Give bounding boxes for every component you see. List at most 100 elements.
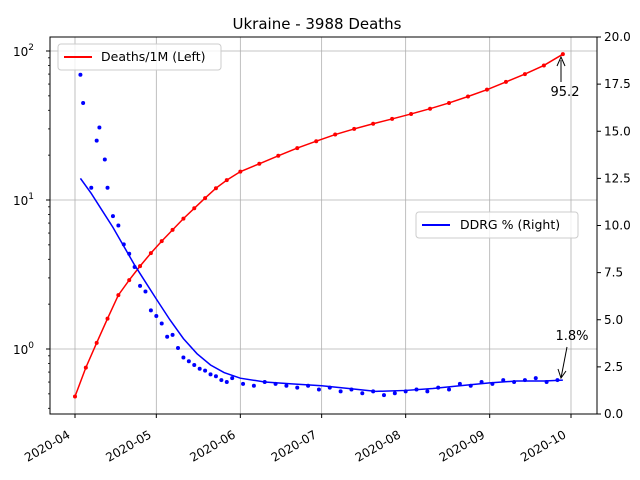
annotation-deaths: 95.2 — [551, 55, 580, 100]
ddrg-point — [447, 387, 452, 392]
ddrg-point — [306, 383, 311, 388]
deaths-point — [224, 178, 229, 183]
ddrg-point — [105, 185, 110, 190]
ddrg-point — [273, 381, 278, 386]
annotation-ddrg-label: 1.8% — [555, 329, 588, 344]
ddrg-point — [262, 379, 267, 384]
x-tick-label: 2020-08 — [353, 427, 403, 464]
deaths-point — [371, 121, 376, 126]
annotation-deaths-label: 95.2 — [551, 85, 580, 100]
y-right-tick-label: 20.0 — [604, 30, 631, 44]
ddrg-point — [316, 387, 321, 392]
ddrg-point — [544, 379, 549, 384]
x-tick-label: 2020-04 — [22, 427, 72, 464]
ddrg-point — [241, 381, 246, 386]
y-left-tick-label: 101 — [13, 192, 34, 208]
y-right-axis: 0.0 2.5 5.0 7.5 10.0 12.5 15.0 17.5 20.0 — [597, 30, 631, 421]
deaths-point — [333, 132, 338, 137]
ddrg-point — [132, 264, 137, 269]
ddrg-point — [170, 332, 175, 337]
deaths-point — [503, 79, 508, 84]
legend-left-label: Deaths/1M (Left) — [101, 49, 206, 64]
ddrg-point — [143, 289, 148, 294]
ddrg-point — [468, 383, 473, 388]
annotation-ddrg: 1.8% — [555, 329, 589, 380]
ddrg-point — [414, 387, 419, 392]
deaths-point — [466, 94, 471, 99]
ddrg-point — [479, 379, 484, 384]
ddrg-point — [159, 321, 164, 326]
y-right-tick-label: 2.5 — [604, 360, 623, 374]
ddrg-point — [230, 376, 235, 381]
deaths-point — [352, 126, 357, 131]
series-right — [78, 72, 563, 398]
deaths-point — [159, 239, 164, 244]
y-left-tick-label: 102 — [13, 43, 34, 59]
deaths-point — [409, 111, 414, 116]
deaths-point — [428, 106, 433, 111]
ddrg-point — [203, 368, 208, 373]
x-tick-label: 2020-07 — [269, 427, 319, 464]
ddrg-point — [121, 242, 126, 247]
ddrg-point — [522, 378, 527, 383]
ddrg-point — [371, 389, 376, 394]
y-right-tick-label: 0.0 — [604, 407, 623, 421]
ddrg-point — [213, 374, 218, 379]
y-right-tick-label: 5.0 — [604, 313, 623, 327]
y-left-tick-exponent: 2 — [28, 43, 34, 53]
y-left-tick-base: 10 — [13, 343, 28, 357]
ddrg-point — [208, 372, 213, 377]
y-left-tick-base: 10 — [13, 45, 28, 59]
ddrg-point — [392, 391, 397, 396]
deaths-point — [105, 316, 110, 321]
y-right-tick-label: 15.0 — [604, 124, 631, 138]
x-axis: 2020-04 2020-05 2020-06 2020-07 2020-08 2020-… — [22, 414, 572, 465]
ddrg-point — [338, 389, 343, 394]
deaths-point — [238, 169, 243, 174]
ddrg-point — [457, 381, 462, 386]
legend-right-label: DDRG % (Right) — [460, 217, 560, 232]
ddrg-point — [295, 385, 300, 390]
deaths-point — [541, 63, 546, 68]
deaths-point — [127, 278, 132, 283]
chart-title: Ukraine - 3988 Deaths — [233, 15, 402, 33]
deaths-point — [148, 251, 153, 256]
deaths-point — [73, 394, 77, 399]
x-tick-label: 2020-10 — [518, 427, 568, 464]
ddrg-point — [181, 355, 186, 360]
ddrg-point — [116, 223, 121, 228]
x-tick-label: 2020-05 — [103, 427, 153, 464]
deaths-point — [116, 293, 121, 298]
ddrg-point — [360, 391, 365, 396]
ddrg-point — [327, 385, 332, 390]
ddrg-series-line — [79, 177, 563, 393]
ddrg-point — [533, 376, 538, 381]
ddrg-point — [403, 389, 408, 394]
deaths-point — [484, 87, 489, 92]
ddrg-point — [102, 157, 107, 162]
ddrg-point — [154, 313, 159, 318]
deaths-point — [83, 365, 88, 370]
ddrg-point — [78, 72, 83, 77]
ddrg-point — [165, 334, 170, 339]
ddrg-point — [197, 366, 202, 371]
deaths-point — [203, 196, 208, 201]
ddrg-point — [490, 381, 495, 386]
ddrg-point — [284, 383, 289, 388]
deaths-point — [447, 100, 452, 105]
deaths-point — [314, 139, 319, 144]
deaths-point — [94, 340, 99, 345]
x-tick-label: 2020-06 — [187, 427, 237, 464]
y-right-tick-label: 12.5 — [604, 171, 631, 185]
ddrg-point — [94, 138, 99, 143]
ddrg-point — [110, 214, 115, 219]
ddrg-point — [501, 378, 506, 383]
deaths-point — [390, 116, 395, 121]
ddrg-point — [138, 283, 143, 288]
deaths-point — [276, 153, 281, 158]
deaths-point — [181, 216, 186, 221]
y-right-tick-label: 7.5 — [604, 266, 623, 280]
deaths-point — [522, 72, 527, 77]
deaths-point — [170, 227, 175, 232]
